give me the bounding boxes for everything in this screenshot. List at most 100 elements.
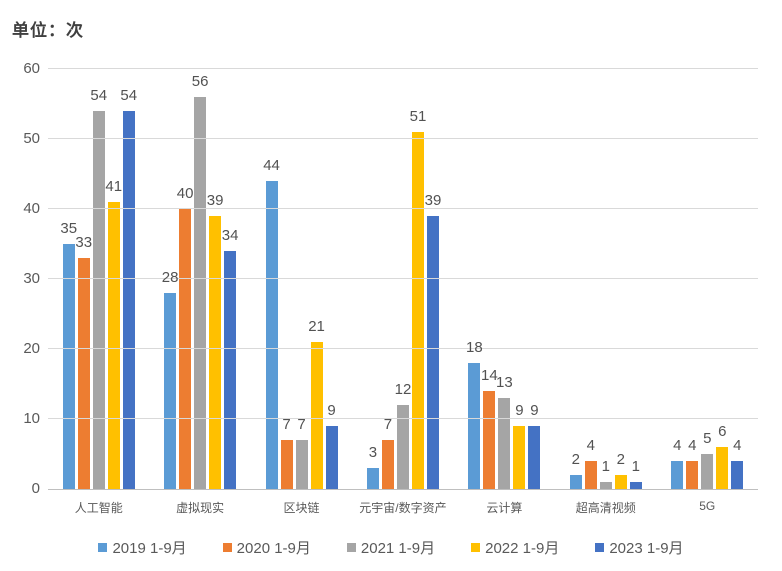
ytick-label: 60 xyxy=(23,60,40,77)
bar: 9 xyxy=(325,403,338,489)
bar-value-label: 7 xyxy=(297,416,306,433)
bar-value-label: 35 xyxy=(60,220,78,237)
bar-value-label: 5 xyxy=(703,430,712,447)
gridline xyxy=(48,278,758,279)
bar-group: 18 14 13 9 9 云计算 xyxy=(454,69,555,515)
legend-item: 2022 1-9月 xyxy=(471,537,559,558)
bar-value-label: 6 xyxy=(718,423,727,440)
bar: 35 xyxy=(60,221,77,489)
legend-swatch xyxy=(222,543,232,552)
bar: 4 xyxy=(686,438,699,489)
legend-item: 2023 1-9月 xyxy=(595,537,684,558)
bar: 34 xyxy=(222,228,238,489)
legend-swatch xyxy=(346,543,356,552)
bar-group: 44 7 7 21 9 区块链 xyxy=(251,69,352,515)
category-label: 人工智能 xyxy=(74,501,123,515)
ytick-label: 40 xyxy=(23,200,40,217)
bar-value-label: 9 xyxy=(327,402,336,419)
bar: 6 xyxy=(716,424,729,489)
bar: 4 xyxy=(671,438,684,489)
bar: 39 xyxy=(207,193,223,489)
bar-value-label: 4 xyxy=(673,437,682,454)
bar: 13 xyxy=(496,375,513,489)
bar-value-label: 4 xyxy=(733,437,742,454)
bar: 1 xyxy=(599,459,612,489)
bar: 28 xyxy=(162,270,178,489)
legend-label: 2022 1-9月 xyxy=(485,540,560,557)
legend: 2019 1-9月 2020 1-9月 2021 1-9月 2022 1-9月 2023… xyxy=(0,537,782,558)
bar-value-label: 56 xyxy=(191,73,209,90)
legend-label: 2020 1-9月 xyxy=(236,540,311,557)
bar: 41 xyxy=(105,179,122,489)
chart-unit-label: 单位：次 xyxy=(12,21,84,40)
gridline xyxy=(48,208,758,209)
legend-label: 2019 1-9月 xyxy=(112,540,187,557)
bar: 40 xyxy=(177,186,193,489)
bar-group: 28 40 56 39 34 虚拟现实 xyxy=(149,69,250,515)
legend-swatch xyxy=(595,543,605,552)
bar-value-label: 40 xyxy=(176,185,194,202)
ytick-label: 0 xyxy=(31,480,40,497)
bar-value-label: 39 xyxy=(424,192,442,209)
ytick-label: 30 xyxy=(23,270,40,287)
bar-value-label: 41 xyxy=(105,178,123,195)
bar-group: 35 33 54 41 54 人工智能 xyxy=(48,69,149,515)
bar-value-label: 13 xyxy=(496,374,513,391)
bar-value-label: 9 xyxy=(515,402,524,419)
bar-value-label: 33 xyxy=(75,234,93,251)
bar-value-label: 2 xyxy=(571,451,580,468)
bar-group: 3 7 12 51 39 元宇宙/数字资产 xyxy=(352,69,453,515)
bar: 39 xyxy=(425,193,441,489)
legend-item: 2019 1-9月 xyxy=(98,537,187,558)
legend-swatch xyxy=(98,543,108,552)
bar-value-label: 18 xyxy=(466,339,483,356)
legend-label: 2021 1-9月 xyxy=(360,540,436,557)
bar: 12 xyxy=(395,382,411,489)
bar: 54 xyxy=(90,88,107,489)
bar-groups: 35 33 54 41 54 人工智能 28 40 56 39 34 虚拟现实 44 7 7 21 9 区块链 3 7… xyxy=(48,69,758,515)
legend-swatch xyxy=(471,543,481,552)
bar: 56 xyxy=(192,74,208,489)
bar: 9 xyxy=(528,403,541,489)
legend-item: 2020 1-9月 xyxy=(222,537,311,558)
bar: 7 xyxy=(381,417,394,489)
plot-area: 35 33 54 41 54 人工智能 28 40 56 39 34 虚拟现实 44 7 7 21 9 区块链 3 7… xyxy=(48,68,758,515)
bar: 18 xyxy=(466,340,483,489)
bar: 3 xyxy=(366,445,379,489)
bar: 14 xyxy=(481,368,498,489)
bar-group: 2 4 1 2 1 超高清视频 xyxy=(555,69,656,515)
bar-value-label: 34 xyxy=(221,227,239,244)
bar: 4 xyxy=(584,438,597,489)
bar-value-label: 4 xyxy=(688,437,697,454)
category-label: 云计算 xyxy=(486,501,523,515)
bar: 2 xyxy=(614,452,627,489)
bar: 9 xyxy=(513,403,526,489)
bar-value-label: 21 xyxy=(308,318,325,335)
bar-value-label: 7 xyxy=(383,416,393,433)
category-label: 超高清视频 xyxy=(575,501,636,515)
bar: 7 xyxy=(295,417,308,489)
category-label: 区块链 xyxy=(283,501,320,515)
ytick-label: 10 xyxy=(23,410,40,427)
bar-value-label: 14 xyxy=(481,367,498,384)
bar-value-label: 7 xyxy=(282,416,291,433)
gridline xyxy=(48,68,758,69)
bar-value-label: 1 xyxy=(601,458,610,475)
category-label: 5G xyxy=(699,499,716,513)
bar-value-label: 51 xyxy=(409,108,427,125)
bar: 54 xyxy=(120,88,137,489)
gridline xyxy=(48,138,758,139)
bar: 2 xyxy=(569,452,582,489)
category-label: 元宇宙/数字资产 xyxy=(359,501,447,515)
bar-value-label: 39 xyxy=(206,192,224,209)
bar-value-label: 3 xyxy=(368,444,378,461)
bar: 33 xyxy=(75,235,92,489)
bar-value-label: 28 xyxy=(161,269,179,286)
bar-value-label: 44 xyxy=(263,157,280,174)
gridline xyxy=(48,348,758,349)
bar-value-label: 54 xyxy=(120,87,138,104)
bar-value-label: 4 xyxy=(586,437,595,454)
bar-value-label: 54 xyxy=(90,87,108,104)
y-axis: 0 10 20 30 40 50 60 xyxy=(0,61,40,496)
